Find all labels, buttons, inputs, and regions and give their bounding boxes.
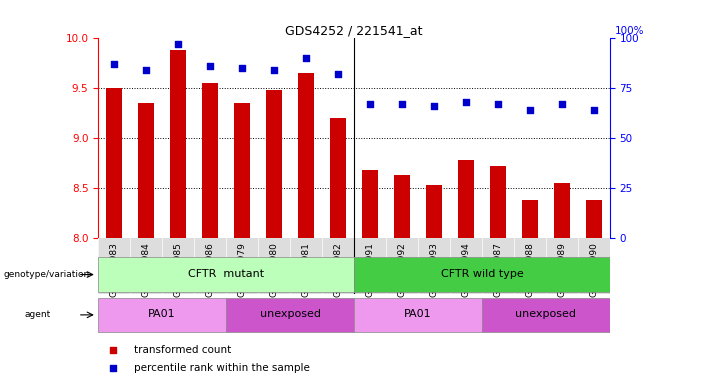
Point xyxy=(461,99,472,105)
Point xyxy=(492,101,503,108)
Point xyxy=(396,101,407,108)
Text: GSM754991: GSM754991 xyxy=(365,243,374,298)
Text: PA01: PA01 xyxy=(149,309,176,319)
Bar xyxy=(458,160,474,238)
Text: transformed count: transformed count xyxy=(134,345,231,355)
Text: GSM754985: GSM754985 xyxy=(174,243,182,298)
Bar xyxy=(426,185,442,238)
Text: GSM754990: GSM754990 xyxy=(590,243,599,298)
Text: GSM754983: GSM754983 xyxy=(109,243,118,298)
Bar xyxy=(266,90,282,238)
Point xyxy=(140,67,151,73)
Text: CFTR  mutant: CFTR mutant xyxy=(188,269,264,279)
Point xyxy=(588,107,599,113)
Text: GSM754993: GSM754993 xyxy=(430,243,438,298)
Bar xyxy=(586,200,602,238)
Text: percentile rank within the sample: percentile rank within the sample xyxy=(134,363,310,373)
Bar xyxy=(170,50,186,238)
Bar xyxy=(522,200,538,238)
Point xyxy=(108,347,119,353)
Point xyxy=(268,67,280,73)
Bar xyxy=(394,175,410,238)
Text: PA01: PA01 xyxy=(404,309,432,319)
Y-axis label: 100%: 100% xyxy=(615,26,644,36)
Point xyxy=(108,365,119,371)
Point xyxy=(236,65,247,71)
Text: unexposed: unexposed xyxy=(259,309,320,319)
Point xyxy=(301,55,312,61)
Bar xyxy=(362,170,378,238)
Point xyxy=(172,41,184,48)
Text: GSM754981: GSM754981 xyxy=(301,243,311,298)
Bar xyxy=(202,83,218,238)
Bar xyxy=(354,257,610,292)
Text: GSM754984: GSM754984 xyxy=(142,243,151,297)
Bar xyxy=(298,73,314,238)
Bar xyxy=(98,298,226,332)
Bar xyxy=(226,298,354,332)
Text: GSM754988: GSM754988 xyxy=(526,243,534,298)
Bar xyxy=(98,257,354,292)
Bar xyxy=(106,88,122,238)
Text: GSM754982: GSM754982 xyxy=(334,243,343,297)
Point xyxy=(557,101,568,108)
Point xyxy=(332,71,343,78)
Text: CFTR wild type: CFTR wild type xyxy=(440,269,524,279)
Bar xyxy=(354,298,482,332)
Point xyxy=(109,61,120,68)
Point xyxy=(524,107,536,113)
Point xyxy=(428,103,440,109)
Bar xyxy=(138,103,154,238)
Bar xyxy=(490,166,506,238)
Point xyxy=(365,101,376,108)
Text: GSM754987: GSM754987 xyxy=(494,243,503,298)
Bar xyxy=(482,298,610,332)
Text: GSM754994: GSM754994 xyxy=(461,243,470,297)
Text: GSM754992: GSM754992 xyxy=(397,243,407,297)
Text: agent: agent xyxy=(25,310,50,319)
Text: GSM754980: GSM754980 xyxy=(270,243,278,298)
Title: GDS4252 / 221541_at: GDS4252 / 221541_at xyxy=(285,24,423,37)
Text: GSM754989: GSM754989 xyxy=(557,243,566,298)
Text: GSM754986: GSM754986 xyxy=(205,243,215,298)
Text: unexposed: unexposed xyxy=(515,309,576,319)
Bar xyxy=(330,118,346,238)
Text: genotype/variation: genotype/variation xyxy=(4,270,90,279)
Text: GSM754979: GSM754979 xyxy=(238,243,247,298)
Point xyxy=(205,63,216,70)
Bar xyxy=(234,103,250,238)
Bar xyxy=(554,183,570,238)
